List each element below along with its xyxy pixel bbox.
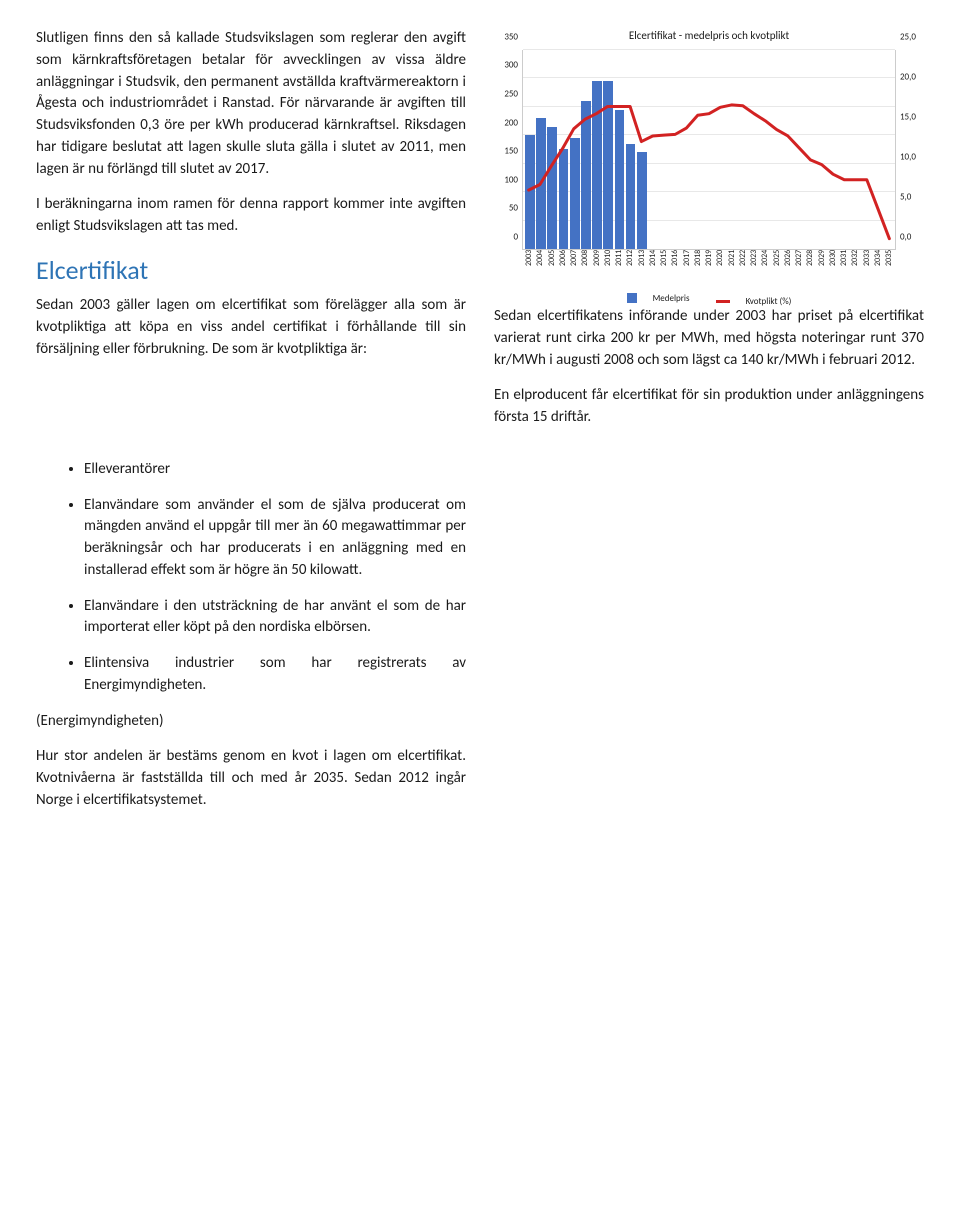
legend-line-swatch [716,300,730,303]
bullet-4: Elintensiva industrier som har registrer… [84,653,466,697]
bullet-3: Elanvändare i den utsträckning de har an… [84,596,466,640]
paragraph-6: Hur stor andelen är bestäms genom en kvo… [36,746,466,811]
chart-legend: Medelpris Kvotplikt (%) [494,292,924,309]
paragraph-4: Sedan elcertifikatens införande under 20… [494,306,924,371]
paragraph-1: Slutligen finns den så kallade Studsviks… [36,28,466,180]
elcertifikat-chart: Elcertifikat - medelpris och kvotplikt 0… [494,28,924,288]
bullet-2: Elanvändare som använder el som de själv… [84,495,466,582]
chart-title: Elcertifikat - medelpris och kvotplikt [494,28,924,44]
chart-y2-axis: 0,05,010,015,020,025,0 [896,50,924,250]
chart-y1-axis: 050100150200250300350 [494,50,522,250]
legend-bar-swatch [627,293,637,303]
paragraph-2: I beräkningarna inom ramen för denna rap… [36,194,466,238]
paragraph-3: Sedan 2003 gäller lagen om elcertifikat … [36,295,466,360]
legend-bar-label: Medelpris [653,292,690,305]
legend-line-label: Kvotplikt (%) [746,295,792,308]
left-column: Slutligen finns den så kallade Studsviks… [36,28,466,443]
top-columns: Slutligen finns den så kallade Studsviks… [36,28,924,443]
paragraph-5: En elproducent får elcertifikat för sin … [494,385,924,429]
chart-plot-area [522,50,896,250]
right-column: Elcertifikat - medelpris och kvotplikt 0… [494,28,924,443]
bullet-list: Elleverantörer Elanvändare som använder … [36,459,466,697]
citation: (Energimyndigheten) [36,711,466,733]
chart-plot: 050100150200250300350 0,05,010,015,020,0… [494,50,924,250]
chart-x-axis: 2003200420052006200720082009201020112012… [522,228,896,268]
bullet-1: Elleverantörer [84,459,466,481]
heading-elcertifikat: Elcertifikat [36,252,466,290]
